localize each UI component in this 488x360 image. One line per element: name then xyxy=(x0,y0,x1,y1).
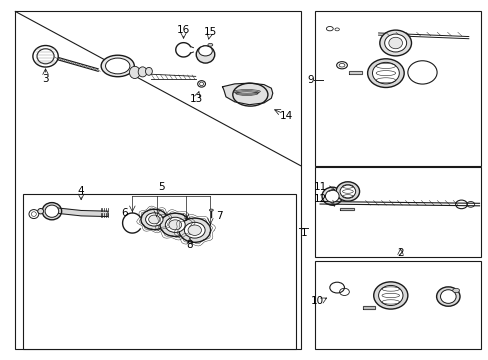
Ellipse shape xyxy=(209,209,213,211)
Ellipse shape xyxy=(325,190,338,202)
Text: 3: 3 xyxy=(42,74,49,84)
Ellipse shape xyxy=(179,218,210,242)
Text: 14: 14 xyxy=(279,111,292,121)
Ellipse shape xyxy=(373,282,407,309)
Text: 7: 7 xyxy=(215,211,222,221)
Ellipse shape xyxy=(45,205,59,217)
Ellipse shape xyxy=(29,210,39,219)
Ellipse shape xyxy=(379,30,411,56)
Ellipse shape xyxy=(160,213,190,237)
Ellipse shape xyxy=(335,182,359,201)
Text: 5: 5 xyxy=(158,182,164,192)
Ellipse shape xyxy=(367,59,404,87)
Text: 1: 1 xyxy=(300,228,306,238)
Ellipse shape xyxy=(384,34,406,52)
Ellipse shape xyxy=(407,61,436,84)
Ellipse shape xyxy=(198,46,212,56)
Ellipse shape xyxy=(197,81,205,87)
Ellipse shape xyxy=(165,217,185,233)
Ellipse shape xyxy=(440,290,455,303)
Ellipse shape xyxy=(105,58,130,74)
Polygon shape xyxy=(222,83,272,105)
Text: 12: 12 xyxy=(313,194,326,204)
Ellipse shape xyxy=(196,46,214,63)
Ellipse shape xyxy=(388,37,402,49)
Ellipse shape xyxy=(37,49,54,64)
Ellipse shape xyxy=(145,213,163,226)
Ellipse shape xyxy=(168,220,182,230)
Ellipse shape xyxy=(338,63,344,67)
Ellipse shape xyxy=(336,62,346,69)
Ellipse shape xyxy=(452,288,459,293)
Ellipse shape xyxy=(372,62,399,84)
Ellipse shape xyxy=(138,67,147,77)
Ellipse shape xyxy=(38,208,43,214)
Polygon shape xyxy=(362,306,374,309)
Ellipse shape xyxy=(31,212,36,216)
Ellipse shape xyxy=(145,67,152,75)
Ellipse shape xyxy=(199,82,203,86)
Ellipse shape xyxy=(184,222,204,238)
Ellipse shape xyxy=(33,45,58,67)
Text: 6: 6 xyxy=(122,208,128,218)
Ellipse shape xyxy=(334,28,339,31)
Text: 8: 8 xyxy=(186,239,193,249)
Ellipse shape xyxy=(339,185,355,198)
Text: 10: 10 xyxy=(310,296,324,306)
Text: 15: 15 xyxy=(203,27,217,37)
Ellipse shape xyxy=(148,215,160,224)
Text: 4: 4 xyxy=(78,186,84,196)
Polygon shape xyxy=(348,71,361,74)
Bar xyxy=(315,167,480,257)
Ellipse shape xyxy=(207,43,212,46)
Ellipse shape xyxy=(129,66,140,78)
Bar xyxy=(22,194,295,348)
Ellipse shape xyxy=(101,55,134,77)
Ellipse shape xyxy=(42,203,61,220)
Ellipse shape xyxy=(436,287,459,306)
Text: 9: 9 xyxy=(307,75,313,85)
Polygon shape xyxy=(54,208,108,217)
Bar xyxy=(15,12,300,348)
Ellipse shape xyxy=(141,209,167,230)
Polygon shape xyxy=(339,208,353,210)
Ellipse shape xyxy=(326,27,332,31)
Ellipse shape xyxy=(378,285,402,306)
Text: 16: 16 xyxy=(177,25,190,35)
Ellipse shape xyxy=(188,225,201,235)
Text: 2: 2 xyxy=(396,248,403,258)
Bar xyxy=(315,12,480,166)
Bar xyxy=(315,261,480,348)
Ellipse shape xyxy=(322,187,342,205)
Text: 13: 13 xyxy=(190,94,203,104)
Text: 11: 11 xyxy=(313,182,326,192)
